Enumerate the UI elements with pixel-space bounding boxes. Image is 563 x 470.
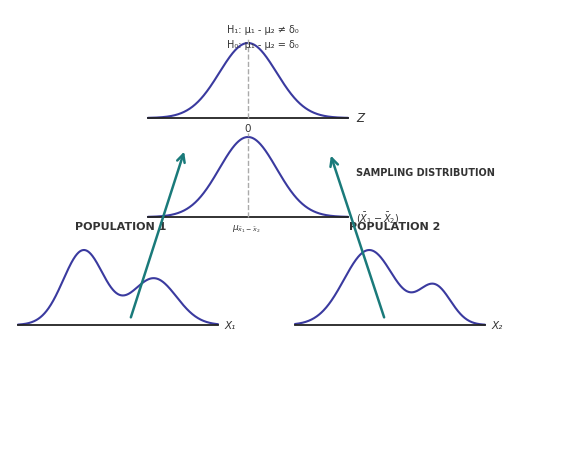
Text: POPULATION 1: POPULATION 1: [75, 222, 167, 232]
Text: 0: 0: [245, 124, 251, 134]
Text: X₁: X₁: [224, 321, 235, 331]
Text: Z: Z: [356, 112, 364, 125]
Text: $(\bar{X}_1 - \bar{X}_2)$: $(\bar{X}_1 - \bar{X}_2)$: [356, 210, 400, 226]
Text: X₂: X₂: [491, 321, 502, 331]
Text: $\mu_{\bar{x}_1 - \bar{x}_2}$: $\mu_{\bar{x}_1 - \bar{x}_2}$: [232, 223, 260, 235]
Text: H₁: μ₁ - μ₂ ≠ δ₀: H₁: μ₁ - μ₂ ≠ δ₀: [227, 25, 299, 35]
Text: POPULATION 2: POPULATION 2: [349, 222, 441, 232]
Text: SAMPLING DISTRIBUTION: SAMPLING DISTRIBUTION: [356, 168, 495, 178]
Text: H₀: μ₁ - μ₂ = δ₀: H₀: μ₁ - μ₂ = δ₀: [227, 40, 299, 50]
